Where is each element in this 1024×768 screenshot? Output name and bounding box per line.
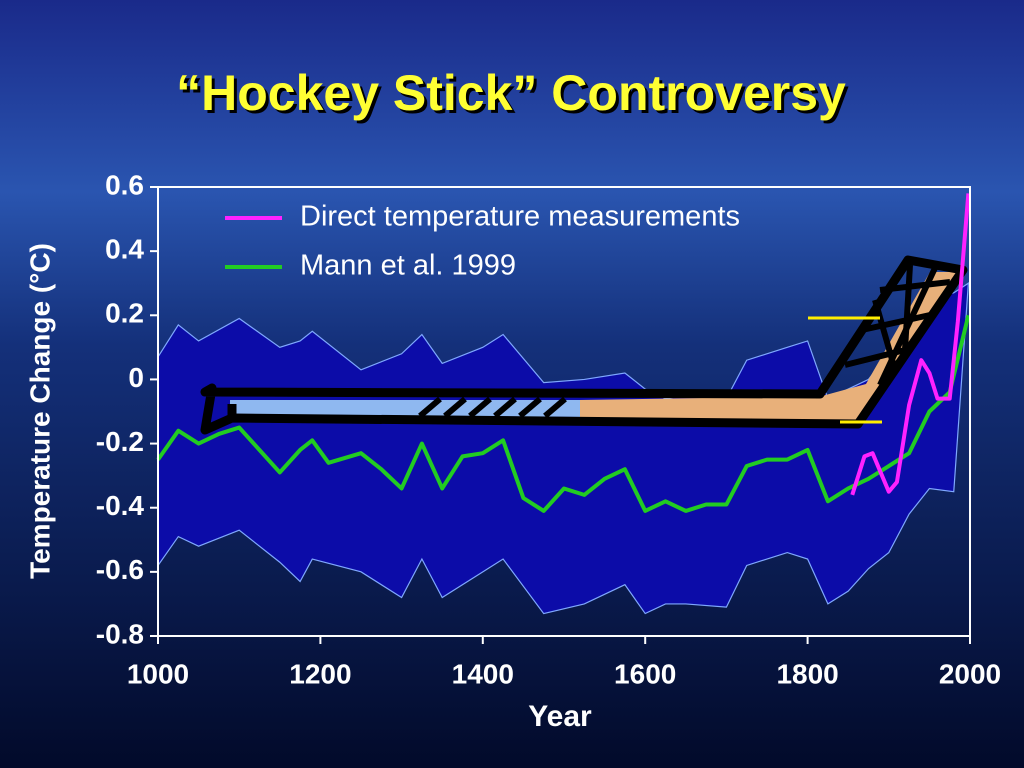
y-axis-label: Temperature Change (°C): [24, 243, 55, 579]
y-tick-label: -0.6: [96, 554, 144, 585]
y-tick-label: 0.4: [105, 234, 144, 265]
y-tick-label: 0.2: [105, 298, 144, 329]
x-tick-label: 2000: [939, 658, 1001, 689]
chart-title-shadow: “Hockey Stick” Controversy: [179, 68, 849, 124]
legend-label: Mann et al. 1999: [300, 250, 516, 282]
y-tick-label: 0: [128, 362, 144, 393]
x-tick-label: 1000: [127, 658, 189, 689]
line-layer: [156, 193, 971, 513]
x-tick-label: 1200: [289, 658, 351, 689]
plot-frame: [157, 186, 971, 637]
y-tick-label: -0.8: [96, 618, 144, 649]
y-tick-label: 0.6: [105, 169, 144, 200]
legend-label: Direct temperature measurements: [300, 201, 740, 233]
x-tick-label: 1400: [452, 658, 514, 689]
series-line: [850, 193, 971, 496]
x-axis-label: Year: [528, 700, 592, 733]
uncertainty-band: [157, 282, 970, 615]
axis-layer: Direct temperature measurements Mann et a…: [96, 169, 1001, 689]
series-line: [156, 314, 971, 513]
y-tick-label: -0.2: [96, 426, 144, 457]
y-tick-label: -0.4: [96, 490, 145, 521]
chart-title: “Hockey Stick” Controversy: [176, 65, 846, 121]
x-tick-label: 1800: [776, 658, 838, 689]
band-layer: [157, 282, 970, 615]
hockey-stick: [200, 255, 968, 435]
x-tick-label: 1600: [614, 658, 676, 689]
